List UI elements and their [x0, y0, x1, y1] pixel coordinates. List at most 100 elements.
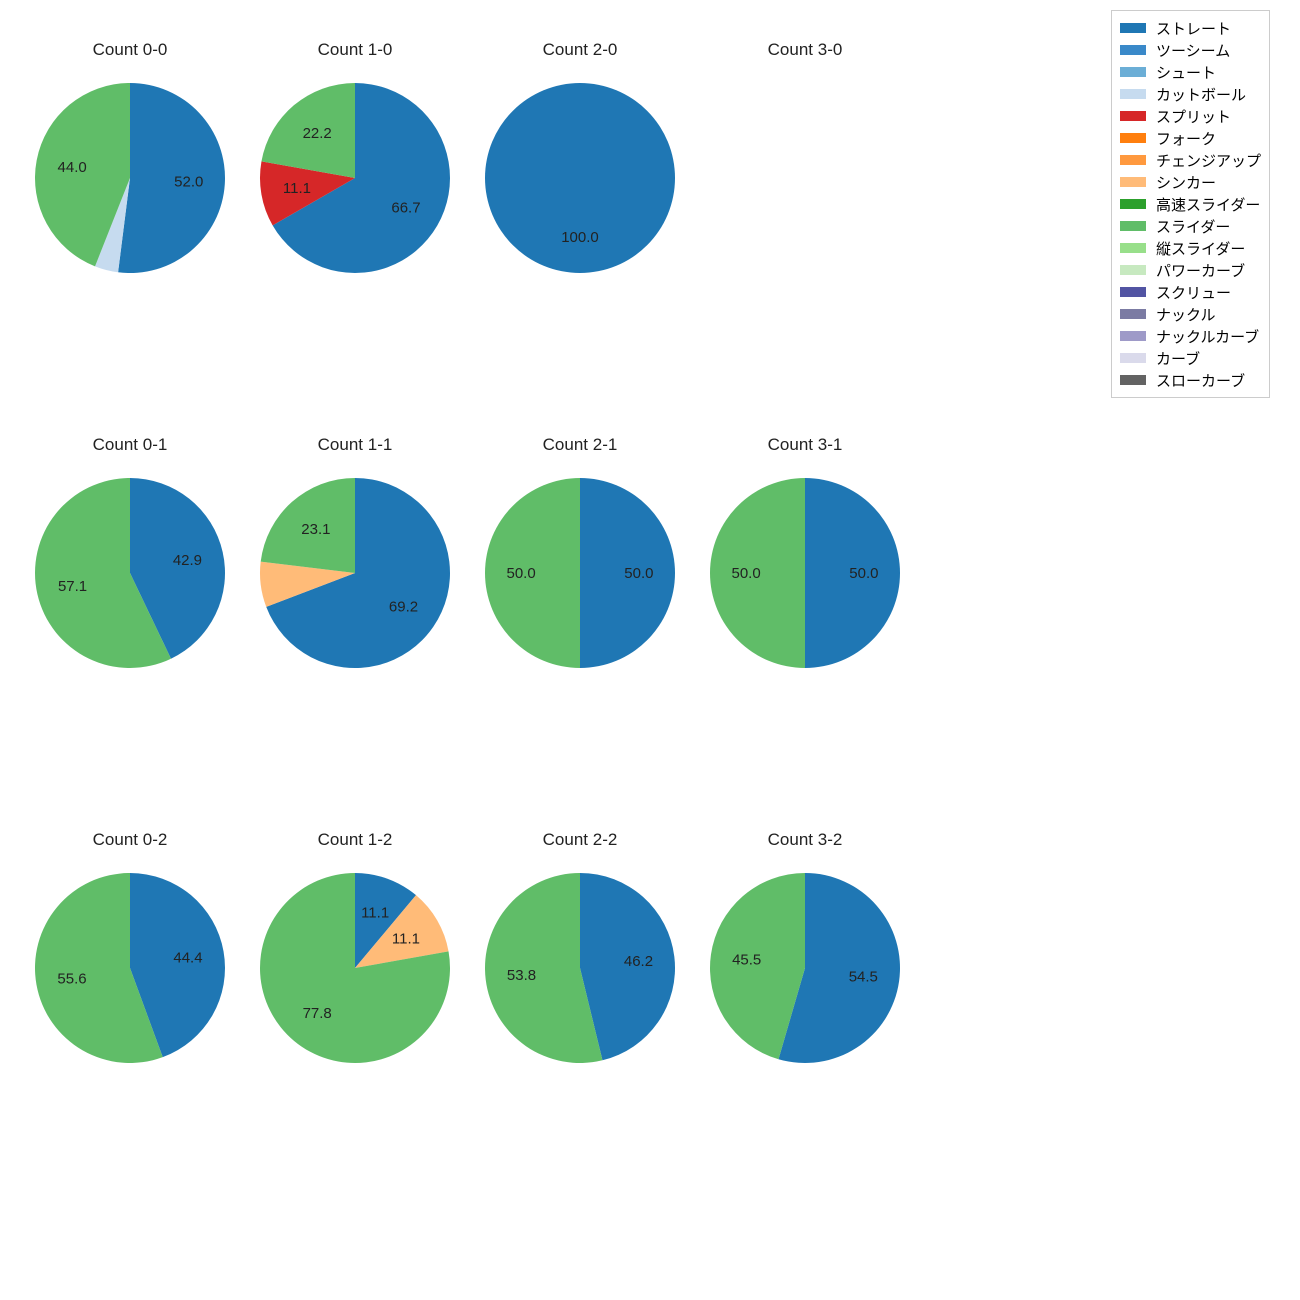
legend-label: シュート: [1156, 62, 1216, 83]
pie-svg: 50.0 50.0: [470, 463, 690, 683]
pie-svg: [695, 68, 915, 288]
pie-svg: 50.0 50.0: [695, 463, 915, 683]
pie-svg: 42.9 57.1: [20, 463, 240, 683]
slice-label: 54.5: [849, 968, 878, 985]
slice-label: 66.7: [391, 200, 420, 217]
legend-item-shoot: シュート: [1120, 61, 1261, 83]
legend-swatch: [1120, 353, 1146, 363]
slice-label: 44.4: [173, 950, 202, 967]
slice-label: 44.0: [58, 159, 87, 176]
slice-label: 50.0: [624, 565, 653, 582]
legend-label: ストレート: [1156, 18, 1231, 39]
slice-label: 53.8: [507, 967, 536, 984]
legend-item-knuckle_curve: ナックルカーブ: [1120, 325, 1261, 347]
legend-swatch: [1120, 133, 1146, 143]
pie-count-3-0: Count 3-0: [695, 40, 915, 320]
slice-label: 23.1: [301, 521, 330, 538]
slice-label: 77.8: [303, 1005, 332, 1022]
slice-label: 100.0: [561, 229, 599, 246]
pie-title: Count 3-2: [695, 830, 915, 850]
legend-label: ナックル: [1156, 304, 1216, 325]
legend-swatch: [1120, 67, 1146, 77]
legend-item-knuckle: ナックル: [1120, 303, 1261, 325]
slice-straight: [118, 83, 225, 273]
pie-count-0-2: Count 0-2 44.4 55.6: [20, 830, 240, 1110]
pie-title: Count 1-1: [245, 435, 465, 455]
legend-item-straight: ストレート: [1120, 17, 1261, 39]
legend-item-power_curve: パワーカーブ: [1120, 259, 1261, 281]
legend-item-twoseam: ツーシーム: [1120, 39, 1261, 61]
pie-count-0-1: Count 0-1 42.9 57.1: [20, 435, 240, 715]
pie-title: Count 1-2: [245, 830, 465, 850]
legend-item-sinker: シンカー: [1120, 171, 1261, 193]
legend-swatch: [1120, 155, 1146, 165]
legend-label: ナックルカーブ: [1156, 326, 1259, 347]
legend: ストレートツーシームシュートカットボールスプリットフォークチェンジアップシンカー…: [1111, 10, 1270, 398]
pie-count-2-2: Count 2-2 46.2 53.8: [470, 830, 690, 1110]
legend-swatch: [1120, 221, 1146, 231]
legend-swatch: [1120, 331, 1146, 341]
pie-svg: 11.111.1 77.8: [245, 858, 465, 1078]
legend-label: フォーク: [1156, 128, 1216, 149]
legend-label: シンカー: [1156, 172, 1216, 193]
legend-swatch: [1120, 309, 1146, 319]
slice-label: 11.1: [283, 180, 311, 197]
pie-title: Count 3-0: [695, 40, 915, 60]
pie-svg: 46.2 53.8: [470, 858, 690, 1078]
slice-label: 11.1: [392, 930, 420, 947]
chart-grid: Count 0-052.044.0Count 1-066.711.122.2Co…: [20, 40, 1080, 1260]
legend-label: 高速スライダー: [1156, 194, 1260, 215]
slice-label: 50.0: [731, 565, 760, 582]
legend-label: カットボール: [1156, 84, 1246, 105]
slice-label: 46.2: [624, 953, 653, 970]
pie-svg: 100.0: [470, 68, 690, 288]
pie-title: Count 0-0: [20, 40, 240, 60]
pie-title: Count 2-0: [470, 40, 690, 60]
pie-count-3-2: Count 3-2 54.5 45.5: [695, 830, 915, 1110]
slice-label: 22.2: [303, 125, 332, 142]
legend-item-slow_curve: スローカーブ: [1120, 369, 1261, 391]
pie-count-1-2: Count 1-2 11.111.1 77.8: [245, 830, 465, 1110]
legend-item-v_slider: 縦スライダー: [1120, 237, 1261, 259]
pie-svg: 69.223.1: [245, 463, 465, 683]
slice-label: 42.9: [173, 552, 202, 569]
legend-item-cutball: カットボール: [1120, 83, 1261, 105]
legend-label: スライダー: [1156, 216, 1230, 237]
legend-label: ツーシーム: [1156, 40, 1230, 61]
pie-count-1-0: Count 1-0 66.7 11.1 22.2: [245, 40, 465, 320]
slice-label: 11.1: [361, 905, 389, 922]
pie-count-0-0: Count 0-0 52.044.0: [20, 40, 240, 320]
legend-swatch: [1120, 23, 1146, 33]
pie-title: Count 3-1: [695, 435, 915, 455]
legend-item-curve: カーブ: [1120, 347, 1261, 369]
pie-title: Count 0-2: [20, 830, 240, 850]
pie-svg: 66.7 11.1 22.2: [245, 68, 465, 288]
slice-label: 50.0: [506, 565, 535, 582]
slice-label: 55.6: [57, 970, 86, 987]
legend-swatch: [1120, 287, 1146, 297]
pie-title: Count 0-1: [20, 435, 240, 455]
legend-swatch: [1120, 265, 1146, 275]
pie-svg: 52.044.0: [20, 68, 240, 288]
legend-swatch: [1120, 45, 1146, 55]
pie-title: Count 1-0: [245, 40, 465, 60]
legend-label: 縦スライダー: [1156, 238, 1245, 259]
pie-count-2-1: Count 2-1 50.0 50.0: [470, 435, 690, 715]
legend-swatch: [1120, 375, 1146, 385]
legend-swatch: [1120, 111, 1146, 121]
legend-item-changeup: チェンジアップ: [1120, 149, 1261, 171]
legend-label: スクリュー: [1156, 282, 1231, 303]
pie-svg: 44.4 55.6: [20, 858, 240, 1078]
legend-swatch: [1120, 199, 1146, 209]
pie-title: Count 2-2: [470, 830, 690, 850]
legend-item-fast_slider: 高速スライダー: [1120, 193, 1261, 215]
legend-label: カーブ: [1156, 348, 1200, 369]
pie-title: Count 2-1: [470, 435, 690, 455]
slice-label: 57.1: [58, 578, 87, 595]
legend-swatch: [1120, 89, 1146, 99]
slice-label: 50.0: [849, 565, 878, 582]
legend-item-split: スプリット: [1120, 105, 1261, 127]
legend-swatch: [1120, 177, 1146, 187]
legend-label: スプリット: [1156, 106, 1231, 127]
slice-label: 45.5: [732, 952, 761, 969]
